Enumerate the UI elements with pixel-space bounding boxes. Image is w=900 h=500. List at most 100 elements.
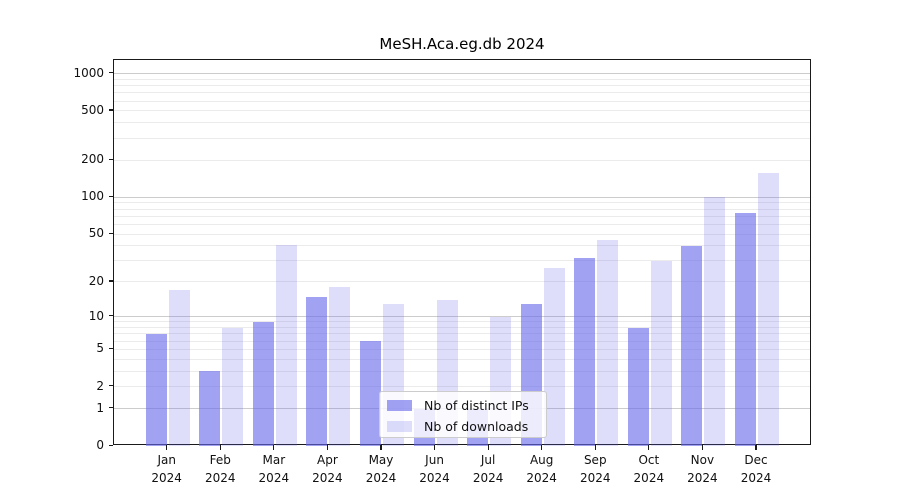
legend-label-distinct-ips: Nb of distinct IPs bbox=[424, 398, 529, 413]
y-tick-label-50: 50 bbox=[88, 226, 104, 241]
gridline-minor-80 bbox=[114, 208, 810, 210]
bar-sep-distinct-ips bbox=[574, 257, 596, 446]
plot-area: Nb of distinct IPs Nb of downloads bbox=[113, 59, 811, 446]
gridline-minor-8 bbox=[114, 327, 810, 329]
y-tick-mark-2 bbox=[109, 385, 113, 387]
gridline-minor-90 bbox=[114, 202, 810, 204]
gridline-minor-30 bbox=[114, 260, 810, 262]
bar-apr-distinct-ips bbox=[306, 296, 328, 446]
y-tick-label-0: 0 bbox=[96, 438, 104, 452]
bar-jan-downloads bbox=[168, 290, 190, 446]
gridline-minor-6 bbox=[114, 340, 810, 342]
gridline-minor-70 bbox=[114, 215, 810, 217]
chart-title: MeSH.Aca.eg.db 2024 bbox=[379, 35, 545, 53]
x-tick-month-oct: Oct bbox=[638, 453, 660, 467]
y-tick-label-200: 200 bbox=[81, 152, 104, 167]
x-tick-year-mar: 2024 bbox=[258, 470, 290, 485]
gridline-minor-2 bbox=[114, 386, 810, 388]
x-tick-label-mar: Mar 2024 bbox=[242, 452, 306, 487]
bar-sep-downloads bbox=[597, 239, 619, 446]
bar-jan-distinct-ips bbox=[145, 333, 167, 446]
x-tick-label-jan: Jan 2024 bbox=[135, 452, 199, 487]
x-tick-month-dec: Dec bbox=[744, 453, 768, 467]
x-tick-mark-may bbox=[380, 445, 382, 450]
y-tick-label-100: 100 bbox=[81, 189, 104, 204]
x-tick-year-feb: 2024 bbox=[204, 470, 236, 485]
y-tick-mark-100 bbox=[109, 195, 113, 197]
x-tick-month-jul: Jul bbox=[480, 453, 496, 467]
x-tick-label-jul: Jul 2024 bbox=[456, 452, 520, 487]
bar-apr-downloads bbox=[329, 287, 351, 446]
x-tick-mark-mar bbox=[273, 445, 275, 450]
bar-dec-distinct-ips bbox=[734, 213, 756, 446]
gridline-minor-7 bbox=[114, 333, 810, 335]
y-tick-label-2: 2 bbox=[96, 378, 104, 393]
x-tick-year-dec: 2024 bbox=[740, 470, 772, 485]
x-tick-month-may: May bbox=[368, 453, 394, 467]
x-tick-year-oct: 2024 bbox=[633, 470, 665, 485]
y-tick-label-10: 10 bbox=[88, 308, 104, 323]
gridline-minor-600 bbox=[114, 100, 810, 102]
gridline-minor-20 bbox=[114, 281, 810, 283]
bar-mar-downloads bbox=[275, 244, 297, 446]
x-tick-mark-jan bbox=[166, 445, 168, 450]
legend-swatch-downloads bbox=[387, 421, 412, 432]
legend-label-downloads: Nb of downloads bbox=[424, 419, 529, 434]
y-tick-mark-1000 bbox=[109, 72, 113, 74]
gridline-minor-400 bbox=[114, 122, 810, 124]
x-tick-year-aug: 2024 bbox=[526, 470, 557, 485]
x-tick-mark-sep bbox=[594, 445, 596, 450]
x-tick-mark-nov bbox=[701, 445, 703, 450]
y-tick-mark-1 bbox=[109, 407, 113, 409]
x-tick-mark-feb bbox=[219, 445, 221, 450]
x-tick-label-may: May 2024 bbox=[349, 452, 413, 487]
gridline-minor-5 bbox=[114, 348, 810, 350]
y-tick-mark-0 bbox=[109, 444, 113, 446]
y-tick-label-1: 1 bbox=[96, 400, 104, 415]
x-tick-mark-jul bbox=[487, 445, 489, 450]
x-tick-year-may: 2024 bbox=[365, 470, 397, 485]
legend: Nb of distinct IPs Nb of downloads bbox=[379, 391, 547, 438]
gridline-major-10 bbox=[114, 316, 810, 318]
y-tick-label-5: 5 bbox=[96, 341, 104, 356]
bar-nov-distinct-ips bbox=[681, 245, 703, 446]
x-tick-mark-apr bbox=[326, 445, 328, 450]
x-tick-mark-jun bbox=[433, 445, 436, 450]
x-tick-year-jan: 2024 bbox=[151, 470, 182, 485]
x-tick-month-jan: Jan bbox=[157, 453, 176, 467]
x-tick-month-feb: Feb bbox=[209, 453, 231, 467]
gridline-major-1000 bbox=[114, 73, 810, 75]
y-tick-mark-50 bbox=[109, 232, 113, 234]
x-tick-label-dec: Dec 2024 bbox=[724, 452, 788, 487]
legend-swatch-distinct-ips bbox=[387, 400, 412, 411]
x-tick-mark-dec bbox=[755, 445, 757, 450]
bar-may-distinct-ips bbox=[359, 341, 381, 446]
gridline-minor-40 bbox=[114, 245, 810, 247]
gridline-minor-500 bbox=[114, 110, 810, 112]
x-tick-month-aug: Aug bbox=[529, 453, 554, 467]
y-tick-mark-500 bbox=[109, 109, 113, 111]
gridline-minor-200 bbox=[114, 159, 810, 161]
gridline-minor-3 bbox=[114, 370, 810, 372]
legend-row-downloads: Nb of downloads bbox=[380, 416, 546, 437]
y-tick-mark-5 bbox=[109, 347, 113, 350]
x-tick-month-mar: Mar bbox=[262, 453, 286, 467]
gridline-minor-9 bbox=[114, 321, 810, 323]
x-tick-label-aug: Aug 2024 bbox=[510, 452, 574, 487]
y-tick-label-20: 20 bbox=[88, 273, 104, 288]
x-tick-year-jul: 2024 bbox=[472, 470, 504, 485]
x-tick-year-apr: 2024 bbox=[312, 470, 343, 485]
x-tick-label-sep: Sep 2024 bbox=[563, 452, 627, 487]
x-tick-label-nov: Nov 2024 bbox=[670, 452, 734, 487]
bar-nov-downloads bbox=[704, 197, 726, 446]
y-tick-mark-200 bbox=[109, 158, 113, 160]
y-tick-label-1000: 1000 bbox=[73, 65, 104, 80]
gridline-minor-50 bbox=[114, 233, 810, 235]
x-tick-year-jun: 2024 bbox=[419, 470, 450, 485]
x-tick-mark-aug bbox=[541, 445, 543, 450]
x-tick-month-apr: Apr bbox=[317, 453, 338, 467]
x-tick-month-sep: Sep bbox=[583, 453, 607, 467]
x-tick-mark-oct bbox=[648, 445, 650, 450]
y-tick-mark-20 bbox=[109, 280, 113, 282]
